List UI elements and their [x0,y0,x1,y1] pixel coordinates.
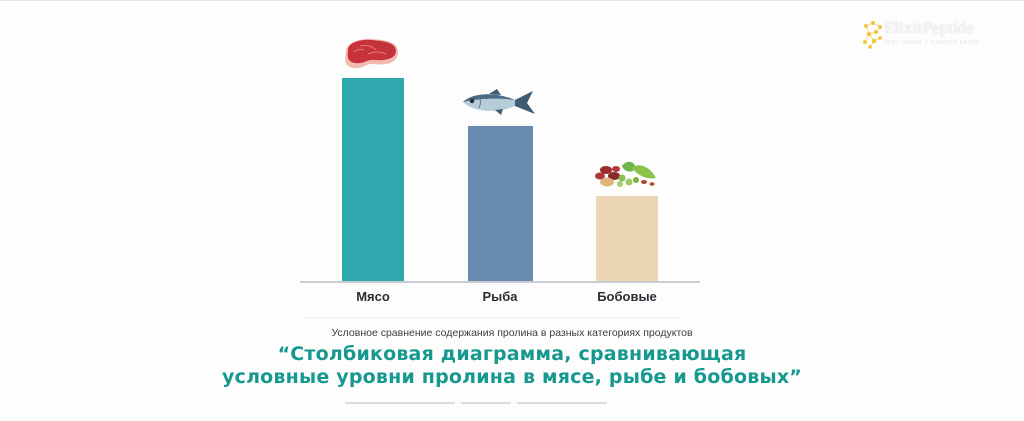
chart-caption: Условное сравнение содержания пролина в … [331,327,693,339]
x-label-legumes: Бобовые [597,289,657,304]
legumes-icon [595,161,656,187]
fish-icon [463,89,535,115]
molecule-icon [862,20,883,49]
bar-meat [342,78,404,281]
faded-text-remnant [345,402,645,408]
bar-chart: Мясо Рыба Бобовые [300,38,700,304]
headline: “Столбиковая диаграмма, сравнивающая усл… [0,343,1024,389]
meat-steak-icon [345,38,398,69]
x-label-meat: Мясо [356,289,390,304]
divider [305,317,680,318]
bar-fish [468,126,533,281]
logo-subtitle: ЧУДО НАУКИ В КАЖДОЙ КАПЛЕ [884,40,980,46]
x-label-fish: Рыба [482,289,518,304]
logo: ElixirPeptide ЧУДО НАУКИ В КАЖДОЙ КАПЛЕ [862,18,1012,54]
bar-legumes [596,196,658,281]
logo-title: ElixirPeptide [884,18,974,37]
headline-line-1: “Столбиковая диаграмма, сравнивающая [277,343,747,365]
x-axis [300,281,700,283]
top-border [0,0,1024,1]
headline-line-2: условные уровни пролина в мясе, рыбе и б… [222,366,802,388]
